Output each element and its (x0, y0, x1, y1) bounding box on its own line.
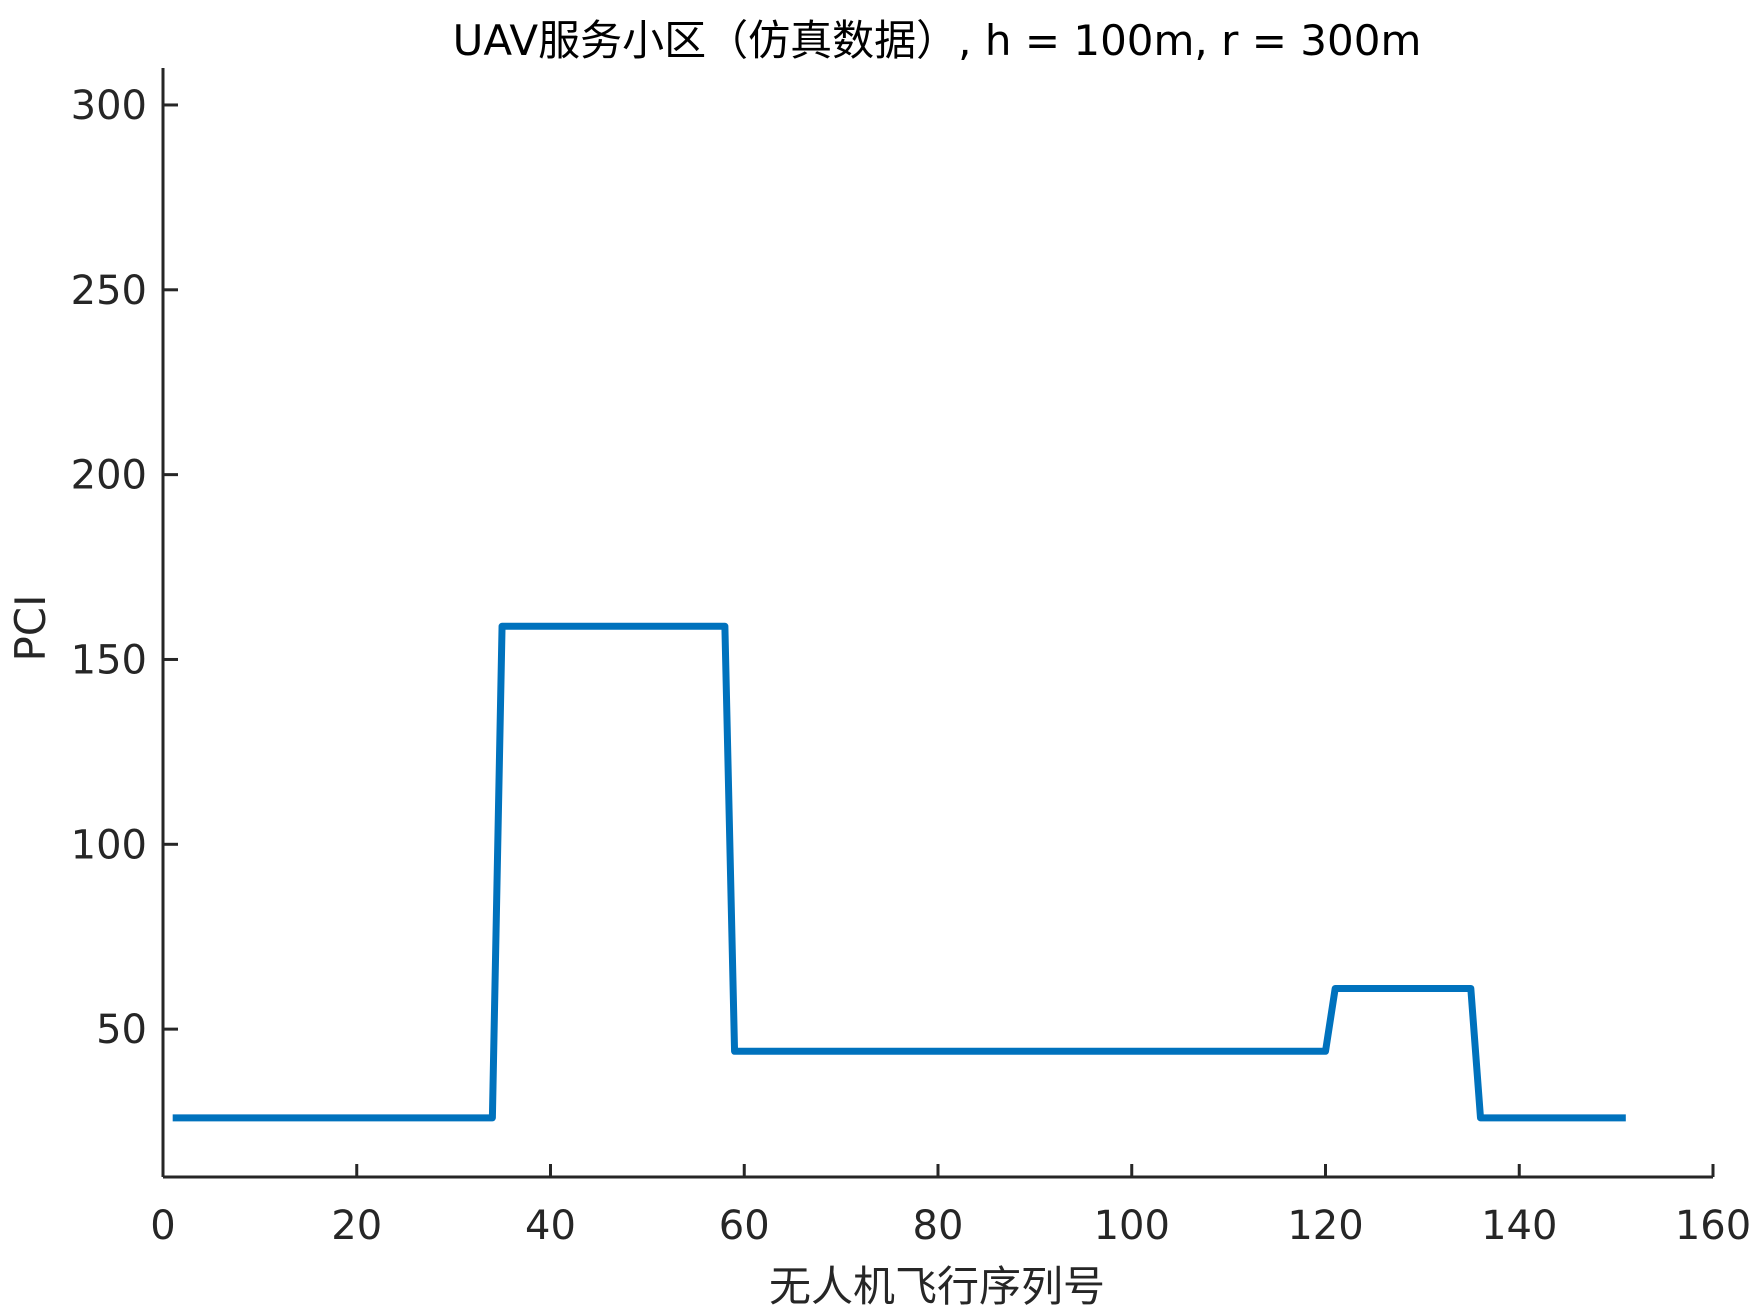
x-tick-label: 140 (1481, 1203, 1557, 1249)
y-tick-label: 200 (71, 453, 147, 499)
x-tick-label: 40 (525, 1203, 576, 1249)
series-line (172, 622, 1626, 1122)
y-axis-ticks: 50 100 150 200 250 300 (71, 83, 178, 1053)
y-tick-label: 50 (96, 1007, 147, 1053)
x-tick-label: 20 (331, 1203, 382, 1249)
x-axis-ticks: 0 20 40 60 80 100 120 140 160 (150, 1164, 1750, 1249)
x-tick-label: 100 (1094, 1203, 1170, 1249)
x-tick-label: 0 (150, 1203, 175, 1249)
x-tick-label: 80 (913, 1203, 964, 1249)
y-tick-label: 300 (71, 83, 147, 129)
chart-title: UAV服务小区（仿真数据）, h = 100m, r = 300m (453, 16, 1422, 65)
y-tick-label: 250 (71, 268, 147, 314)
series-layer (172, 622, 1626, 1122)
x-tick-label: 60 (719, 1203, 770, 1249)
x-axis-label: 无人机飞行序列号 (769, 1262, 1105, 1311)
x-tick-label: 120 (1287, 1203, 1363, 1249)
axes (161, 68, 1713, 1179)
x-tick-label: 160 (1675, 1203, 1750, 1249)
y-tick-label: 100 (71, 822, 147, 868)
y-axis-label: PCI (6, 594, 55, 661)
y-tick-label: 150 (71, 637, 147, 683)
